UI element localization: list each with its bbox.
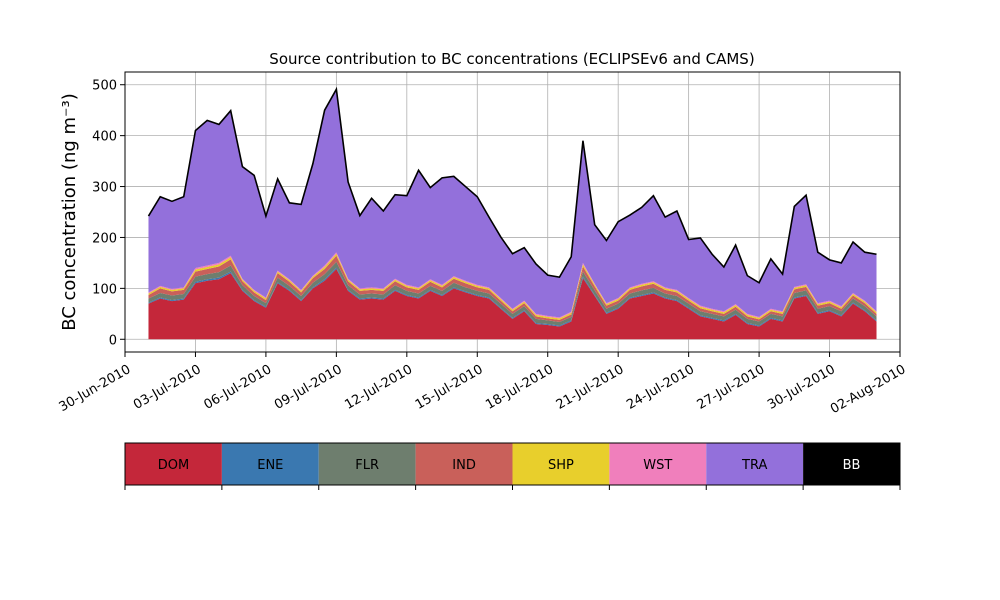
- legend-label-dom: DOM: [158, 458, 189, 473]
- legend-swatch-wst: [609, 443, 707, 485]
- x-tick-label: 09-Jul-2010: [272, 362, 345, 413]
- y-tick-label: 300: [92, 181, 117, 196]
- legend-label-tra: TRA: [741, 458, 767, 473]
- plot-frame: [124, 71, 901, 353]
- legend-label-ene: ENE: [257, 458, 283, 473]
- legend-colorbar: DOM ENE FLR IND SHP WST TRA BB: [124, 442, 901, 490]
- area-series-layer: [148, 89, 877, 340]
- series-area-dom: [148, 269, 877, 340]
- x-tick-label: 12-Jul-2010: [342, 362, 415, 413]
- legend-swatch-flr: [318, 443, 416, 485]
- legend-label-wst: WST: [643, 458, 672, 473]
- series-area-ind: [148, 255, 877, 322]
- chart-title: Source contribution to BC concentrations…: [269, 50, 754, 68]
- legend-swatch-tra: [706, 443, 804, 485]
- series-area-ene: [148, 267, 877, 327]
- legend-swatch-ind: [415, 443, 513, 485]
- x-tick-label: 02-Aug-2010: [828, 362, 908, 417]
- total-line-layer: [147, 86, 877, 284]
- legend-swatch-shp: [512, 443, 610, 485]
- x-tick-label: 06-Jul-2010: [201, 362, 274, 413]
- y-tick-label: 0: [109, 333, 117, 348]
- legend-label-flr: FLR: [355, 458, 379, 473]
- legend-swatch-ene: [221, 443, 319, 485]
- x-tick-label: 18-Jul-2010: [483, 362, 556, 413]
- series-area-tra: [148, 89, 877, 318]
- legend-label-shp: SHP: [548, 458, 574, 473]
- legend-swatch-dom: [125, 443, 222, 485]
- y-tick-label: 400: [92, 130, 117, 145]
- y-tick-label: 100: [92, 282, 117, 297]
- x-tick-label: 27-Jul-2010: [695, 362, 768, 413]
- legend-label-bb: BB: [843, 458, 861, 473]
- x-tick-label: 30-Jun-2010: [57, 362, 134, 415]
- total-concentration-line: [147, 86, 877, 284]
- series-area-shp: [148, 253, 877, 320]
- x-tick-label: 03-Jul-2010: [131, 362, 204, 413]
- y-axis-label: BC concentration (ng m⁻³): [59, 93, 80, 331]
- y-tick-label: 200: [92, 231, 117, 246]
- x-tick-label: 21-Jul-2010: [554, 362, 627, 413]
- legend-swatch-bb: [803, 443, 900, 485]
- series-area-flr: [148, 261, 877, 326]
- legend-label-ind: IND: [452, 458, 476, 473]
- y-tick-label: 500: [92, 79, 117, 94]
- x-tick-label: 30-Jul-2010: [765, 362, 838, 413]
- x-tick-label: 24-Jul-2010: [624, 362, 697, 413]
- x-tick-label: 15-Jul-2010: [413, 362, 486, 413]
